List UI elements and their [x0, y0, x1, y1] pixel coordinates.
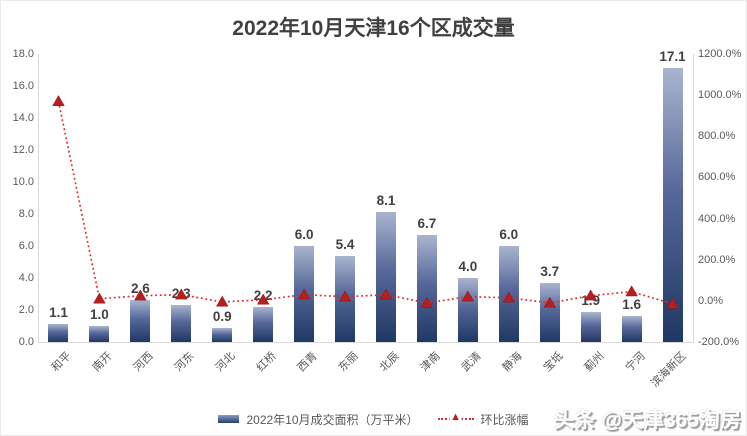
- bar-value-label: 2.6: [130, 281, 150, 297]
- left-axis-tick-label: 12.0: [12, 144, 34, 156]
- bar-value-label: 2.2: [253, 287, 273, 303]
- bar: [580, 311, 601, 342]
- bar-value-label: 8.1: [376, 193, 396, 209]
- left-axis-tick-label: 6.0: [18, 240, 34, 252]
- bar: [253, 306, 274, 342]
- bar-value-label: 6.0: [294, 227, 314, 242]
- legend-line-swatch-icon: ▲: [437, 411, 474, 425]
- bar: [457, 278, 478, 342]
- watermark: 头条 @天津365淘房: [553, 409, 741, 432]
- x-axis-category-text: 东丽: [336, 350, 361, 375]
- x-axis-category-text: 和平: [50, 350, 75, 375]
- bar-value-label: 1.0: [90, 307, 109, 322]
- right-axis-tick-label: 0.0%: [698, 294, 724, 307]
- legend-line-series-label: 环比涨幅: [480, 412, 529, 427]
- bar-value-label: 17.1: [659, 49, 686, 65]
- x-axis-category-text: 蓟州: [582, 350, 607, 375]
- right-axis-tick-label: 800.0%: [698, 130, 736, 143]
- bar-value-label: 1.9: [581, 292, 601, 308]
- bar: [662, 68, 683, 342]
- bar: [416, 234, 437, 342]
- left-axis-tick-label: 16.0: [12, 80, 34, 92]
- bar-value-label: 6.7: [417, 215, 437, 231]
- x-axis-category-text: 宝坻: [541, 350, 566, 375]
- x-axis-category-text: 河西: [131, 350, 156, 375]
- x-axis-category-text: 红桥: [254, 350, 279, 375]
- right-axis-tick-label: 1000.0%: [698, 89, 742, 102]
- bar-value-label: 3.7: [540, 263, 560, 279]
- bar: [130, 300, 151, 342]
- x-axis-category-text: 西青: [295, 350, 320, 375]
- x-axis-category-text: 河北: [213, 350, 238, 375]
- right-axis-tick-label: 200.0%: [698, 253, 736, 266]
- bar: [375, 212, 396, 342]
- bar: [498, 246, 519, 342]
- left-axis-tick-label: 8.0: [18, 208, 34, 220]
- bar-value-label: 1.1: [49, 305, 68, 321]
- legend-bar-series-label: 2022年10月成交面积（万平米）: [246, 412, 419, 427]
- legend-bar-swatch-icon: [218, 415, 240, 423]
- y-axis-line-left: [38, 54, 39, 343]
- x-axis-category-text: 武清: [459, 350, 484, 375]
- x-axis-category-text: 滨海新区: [648, 350, 689, 390]
- right-axis-tick-label: 400.0%: [698, 212, 736, 225]
- x-axis-category-text: 北辰: [377, 350, 402, 375]
- bar-value-label: 2.3: [171, 286, 191, 302]
- triangle-marker-icon: [625, 285, 638, 297]
- bar: [48, 324, 69, 342]
- y-axis-line-right: [693, 54, 694, 343]
- bar-value-label: 6.0: [499, 227, 519, 242]
- x-axis-category-text: 静海: [500, 350, 525, 375]
- triangle-marker-icon: [52, 95, 65, 106]
- bar: [621, 316, 642, 342]
- right-axis-tick-label: -200.0%: [698, 336, 739, 348]
- x-axis-category-text: 河东: [172, 350, 197, 375]
- bar: [294, 246, 315, 342]
- bar-value-label: 0.9: [212, 308, 232, 324]
- right-axis-tick-label: 600.0%: [698, 171, 736, 184]
- left-axis-tick-label: 4.0: [18, 272, 34, 284]
- x-axis-category-text: 宁河: [623, 350, 648, 375]
- bar: [335, 255, 356, 342]
- left-axis-tick-label: 18.0: [12, 48, 34, 60]
- right-axis-tick-label: 1200.0%: [698, 48, 742, 60]
- left-axis-tick-label: 14.0: [12, 112, 34, 124]
- x-axis-category-text: 南开: [90, 350, 116, 375]
- left-axis-tick-label: 10.0: [12, 176, 34, 188]
- bar: [89, 326, 110, 342]
- bar: [212, 327, 233, 342]
- chart-title: 2022年10月天津16个区成交量: [232, 17, 515, 40]
- left-axis-tick-label: 2.0: [18, 304, 34, 316]
- legend: 2022年10月成交面积（万平米） ▲ 环比涨幅: [1, 410, 746, 428]
- bar: [171, 305, 192, 342]
- triangle-marker-icon: [93, 292, 106, 304]
- bar: [539, 282, 560, 342]
- x-axis-category-text: 津南: [418, 350, 443, 375]
- triangle-marker-icon: ▲: [449, 411, 462, 423]
- bar-value-label: 1.6: [622, 297, 641, 313]
- left-axis-tick-label: 0.0: [18, 336, 34, 348]
- x-axis-line: [38, 342, 694, 343]
- bar-value-label: 5.4: [335, 236, 355, 252]
- bar-value-label: 4.0: [458, 259, 478, 274]
- triangle-marker-icon: [215, 295, 229, 307]
